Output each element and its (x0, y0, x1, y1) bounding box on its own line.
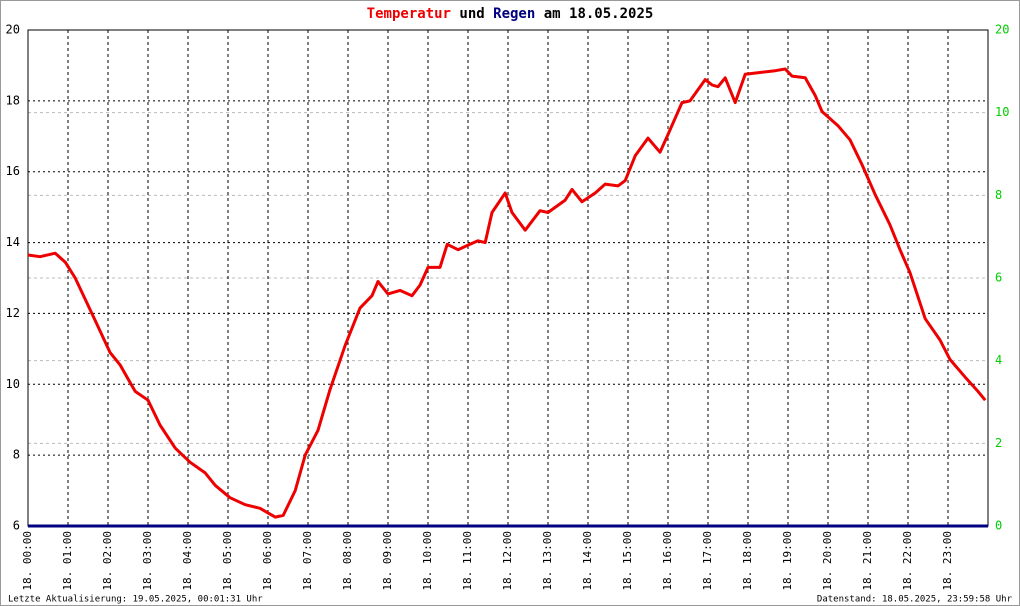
footer-left: Letzte Aktualisierung: 19.05.2025, 00:01… (8, 595, 263, 605)
x-tick-label: 18. 02:00 (101, 531, 114, 591)
x-tick-label: 18. 23:00 (941, 531, 954, 591)
y2-tick-label: 8 (995, 188, 1002, 202)
y2-tick-label: 6 (995, 271, 1002, 285)
y2-top-label: 20 (995, 23, 1009, 37)
title-and: und (459, 6, 484, 22)
x-tick-label: 18. 05:00 (221, 531, 234, 591)
x-tick-label: 18. 16:00 (661, 531, 674, 591)
y2-tick-label: 2 (995, 436, 1002, 450)
title-temp: Temperatur (367, 6, 451, 22)
x-tick-label: 18. 20:00 (821, 531, 834, 591)
y-tick-label: 16 (6, 164, 20, 178)
x-tick-label: 18. 09:00 (381, 531, 394, 591)
x-tick-label: 18. 04:00 (181, 531, 194, 591)
y-tick-label: 6 (13, 519, 20, 533)
y2-tick-label: 0 (995, 519, 1002, 533)
x-tick-label: 18. 17:00 (701, 531, 714, 591)
y-tick-label: 14 (6, 235, 20, 249)
series-line (27, 67, 987, 519)
x-tick-label: 18. 19:00 (781, 531, 794, 591)
y2-tick-label: 10 (995, 105, 1009, 119)
y-tick-label: 18 (6, 93, 20, 107)
x-tick-label: 18. 12:00 (501, 531, 514, 591)
x-tick-label: 18. 21:00 (861, 531, 874, 591)
chart-title: Temperatur und Regen am 18.05.2025 (367, 6, 654, 22)
y-tick-label: 20 (6, 23, 20, 37)
x-tick-label: 18. 15:00 (621, 531, 634, 591)
x-tick-label: 18. 13:00 (541, 531, 554, 591)
x-tick-label: 18. 14:00 (581, 531, 594, 591)
x-tick-label: 18. 18:00 (741, 531, 754, 591)
x-tick-label: 18. 07:00 (301, 531, 314, 591)
title-date: am 18.05.2025 (544, 6, 654, 22)
y2-tick-label: 4 (995, 353, 1002, 367)
title-rain: Regen (493, 6, 535, 22)
y-tick-label: 10 (6, 377, 20, 391)
x-tick-label: 18. 01:00 (61, 531, 74, 591)
x-tick-label: 18. 00:00 (21, 531, 34, 591)
x-tick-label: 18. 11:00 (461, 531, 474, 591)
x-tick-label: 18. 06:00 (261, 531, 274, 591)
y-tick-label: 12 (6, 306, 20, 320)
footer-right: Datenstand: 18.05.2025, 23:59:58 Uhr (817, 595, 1013, 605)
y-tick-label: 8 (13, 448, 20, 462)
x-tick-label: 18. 08:00 (341, 531, 354, 591)
x-tick-label: 18. 22:00 (901, 531, 914, 591)
x-tick-label: 18. 03:00 (141, 531, 154, 591)
x-tick-label: 18. 10:00 (421, 531, 434, 591)
